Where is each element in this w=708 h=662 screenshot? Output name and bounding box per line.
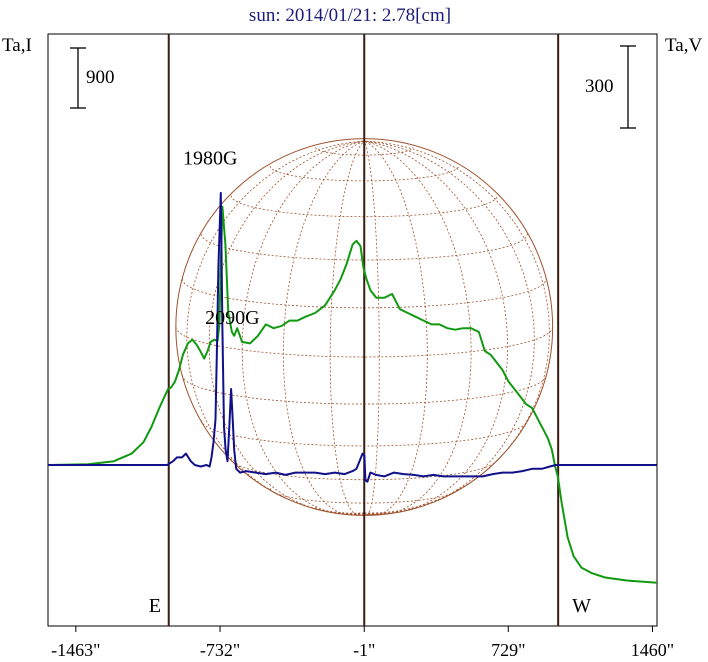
annotation-label: 1980G (183, 147, 237, 169)
left-scale-label: 900 (86, 67, 115, 88)
longitude-line (208, 140, 365, 515)
longitude-line (363, 140, 380, 516)
x-tick-label: -732" (200, 640, 240, 660)
x-tick-label: -1" (353, 640, 375, 660)
right-scale-bar: 300 (585, 45, 636, 129)
solar-disk (175, 138, 554, 516)
annotation-label: 2090G (205, 307, 259, 329)
left-scale-bar: 900 (70, 47, 115, 109)
series-line-I (47, 205, 658, 584)
plot-frame (47, 33, 658, 627)
chart-title: sun: 2014/01/21: 2.78[cm] (249, 5, 451, 26)
longitude-line (364, 140, 472, 515)
longitude-line (364, 140, 550, 514)
left-axis-label: Ta,I (2, 35, 32, 56)
annotations: 1980G 2090G (183, 147, 260, 329)
longitude-line (282, 140, 365, 516)
longitude-line (364, 140, 535, 514)
longitude-line (364, 140, 509, 515)
longitude-line (186, 140, 365, 514)
right-axis-label: Ta,V (665, 35, 702, 56)
longitude-line (363, 140, 428, 516)
latitude-line (315, 506, 414, 515)
limb-label: W (572, 595, 591, 617)
series-group (47, 191, 658, 584)
x-axis-ticks: -1463" -732" -1" 729" 1460" (51, 626, 674, 660)
longitude-line (241, 140, 365, 515)
limb-label: E (149, 595, 161, 617)
x-tick-label: 729" (491, 640, 525, 660)
x-tick-label: -1463" (51, 640, 100, 660)
latitude-line (315, 147, 414, 156)
series-line-V (48, 191, 657, 483)
x-tick-label: 1460" (631, 640, 674, 660)
longitude-line (329, 140, 365, 516)
right-scale-label: 300 (585, 76, 614, 97)
